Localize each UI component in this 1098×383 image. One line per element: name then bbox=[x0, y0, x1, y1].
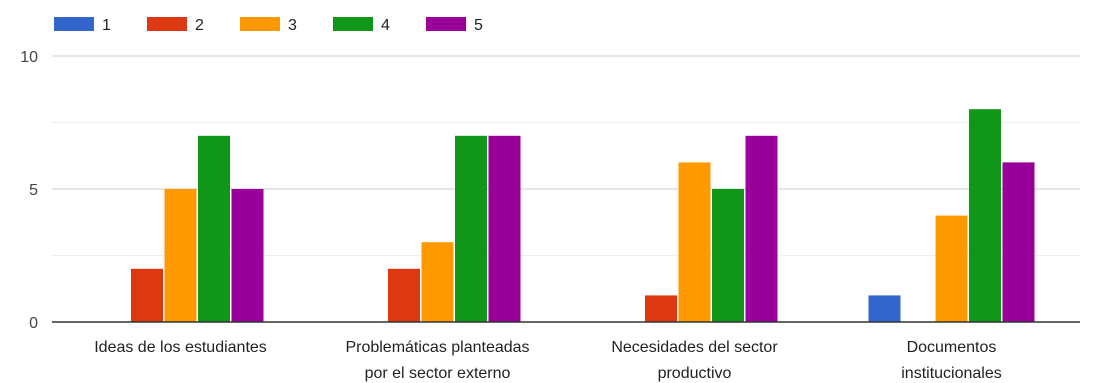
legend-label-1: 1 bbox=[102, 17, 111, 34]
legend-label-4: 4 bbox=[381, 17, 390, 34]
legend-swatch-5 bbox=[426, 17, 466, 31]
legend-label-3: 3 bbox=[288, 17, 297, 34]
bar-series-3-cat-2 bbox=[421, 242, 454, 322]
bar-series-4-cat-4 bbox=[969, 109, 1001, 322]
bar-series-1-cat-4 bbox=[868, 295, 901, 322]
bar-series-4-cat-1 bbox=[198, 135, 230, 322]
bars bbox=[131, 109, 1035, 322]
legend: 1 2 3 4 5 bbox=[54, 17, 483, 34]
bar-series-3-cat-3 bbox=[678, 162, 711, 322]
bar-series-2-cat-1 bbox=[131, 268, 163, 322]
legend-swatch-1 bbox=[54, 17, 94, 31]
legend-swatch-2 bbox=[147, 17, 187, 31]
legend-label-2: 2 bbox=[195, 17, 204, 34]
bar-series-5-cat-2 bbox=[488, 135, 521, 322]
y-tick-label: 5 bbox=[29, 182, 38, 199]
bar-series-5-cat-1 bbox=[231, 189, 264, 322]
y-tick-label: 10 bbox=[20, 49, 38, 66]
y-axis-ticks: 0 5 10 bbox=[20, 49, 38, 332]
x-category-label: Problemáticas planteadas por el sector ex… bbox=[345, 339, 529, 382]
x-category-label: Ideas de los estudiantes bbox=[94, 339, 267, 356]
legend-swatch-4 bbox=[333, 17, 373, 31]
bar-series-5-cat-4 bbox=[1002, 162, 1035, 322]
bar-series-5-cat-3 bbox=[745, 135, 778, 322]
bar-series-2-cat-2 bbox=[388, 268, 420, 322]
legend-swatch-3 bbox=[240, 17, 280, 31]
bar-series-3-cat-4 bbox=[935, 215, 968, 322]
x-category-label: Necesidades del sector productivo bbox=[611, 339, 778, 382]
bar-series-4-cat-3 bbox=[712, 189, 744, 322]
x-category-label: Documentos institucionales bbox=[901, 339, 1002, 382]
bar-series-2-cat-3 bbox=[645, 295, 677, 322]
y-tick-label: 0 bbox=[29, 315, 38, 332]
bar-series-3-cat-1 bbox=[164, 189, 197, 322]
legend-label-5: 5 bbox=[474, 17, 483, 34]
category-labels: Ideas de los estudiantes Problemáticas pl… bbox=[94, 339, 1002, 382]
bar-series-4-cat-2 bbox=[455, 135, 487, 322]
